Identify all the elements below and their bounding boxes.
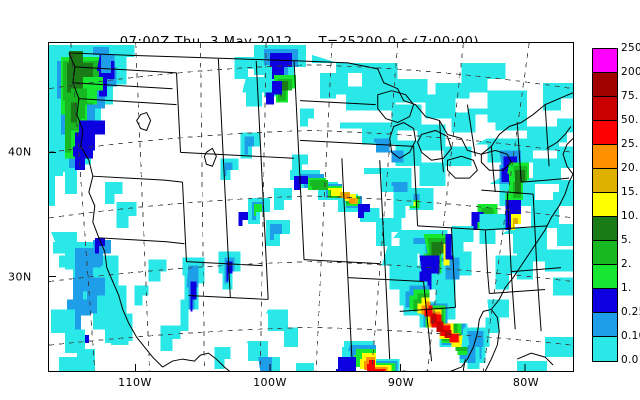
colorbar-segment-10 <box>593 217 617 241</box>
y-axis-tick-30n: 30N <box>8 270 32 284</box>
x-axis-tick-80w: 80W <box>512 376 540 389</box>
x-axis-tick-90w: 90W <box>387 376 415 389</box>
precip-california-great-basin <box>50 182 137 371</box>
x-axis-tick-100w: 100W <box>253 376 287 389</box>
colorbar-segment-200 <box>593 73 617 97</box>
colorbar-legend <box>592 48 618 362</box>
x-axis-tick-110w: 110W <box>118 376 152 389</box>
colorbar-segment-75 <box>593 97 617 121</box>
precip-central-plains <box>220 108 314 246</box>
precip-florida <box>451 213 546 370</box>
colorbar-segment-250 <box>593 49 617 73</box>
colorbar-segment-025 <box>593 313 617 337</box>
colorbar-tick-1: 1. <box>621 282 632 294</box>
precip-northern-plains <box>234 44 307 107</box>
axis-tick-marks <box>49 151 526 371</box>
colorbar-tick-10: 10. <box>621 210 639 222</box>
colorbar-tick-75: 75. <box>621 90 639 102</box>
colorbar-tick-001: 0.01 <box>621 354 640 366</box>
colorbar-tick-200: 200. <box>621 66 640 78</box>
colorbar-tick-025: 0.25 <box>621 306 640 318</box>
colorbar-tick-250: 250. <box>621 42 640 54</box>
colorbar-segment-50 <box>593 121 617 145</box>
colorbar-segment-20 <box>593 169 617 193</box>
colorbar-segment-5 <box>593 241 617 265</box>
colorbar-tick-20: 20. <box>621 162 639 174</box>
colorbar-tick-5: 5. <box>621 234 632 246</box>
colorbar-segment-010 <box>593 337 617 361</box>
colorbar-tick-25: 25. <box>621 138 639 150</box>
precipitation-raster <box>49 43 573 371</box>
precip-upper-midwest-band <box>290 170 380 222</box>
colorbar-segment-2 <box>593 265 617 289</box>
map-graticule <box>49 43 573 371</box>
colorbar-tick-2: 2. <box>621 258 632 270</box>
colorbar-tick-labels: 250. 200. 75. 50. 25. 20. 15. 10. 5. 2. 1. 0.25 0.10… <box>621 43 640 365</box>
colorbar-tick-15: 15. <box>621 186 639 198</box>
colorbar-tick-010: 0.10 <box>621 330 640 342</box>
y-axis-tick-40n: 40N <box>8 145 32 159</box>
precip-offshore-atlantic <box>58 192 573 371</box>
colorbar-segment-25 <box>593 145 617 169</box>
colorbar-segment-15 <box>593 193 617 217</box>
colorbar-tick-50: 50. <box>621 114 639 126</box>
map-plot-area <box>48 42 574 372</box>
colorbar-segment-1 <box>593 289 617 313</box>
